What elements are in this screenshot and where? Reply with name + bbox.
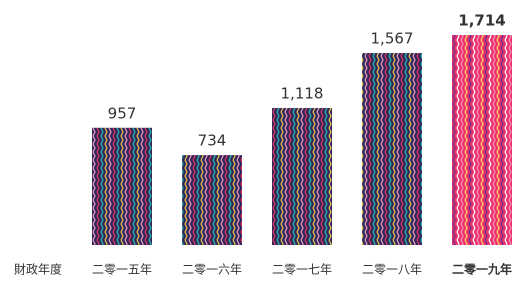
value-label: 1,118	[281, 85, 324, 103]
x-axis-label: 財政年度	[14, 262, 62, 277]
x-tick-label: 二零一七年	[272, 263, 332, 277]
x-tick-label: 二零一五年	[92, 263, 152, 277]
bar	[92, 128, 152, 245]
chart: 財政年度 957 二零一五年 734 二零一六年 1,118 二零一七年 1,567 二零一八…	[0, 0, 513, 281]
value-label: 1,567	[371, 30, 414, 48]
value-label: 957	[108, 104, 137, 122]
x-tick-label: 二零一八年	[362, 263, 422, 277]
x-tick-label: 二零一六年	[182, 263, 242, 277]
page: 財政年度 957 二零一五年 734 二零一六年 1,118 二零一七年 1,567 二零一八…	[0, 0, 513, 281]
bar	[362, 53, 422, 245]
bar	[182, 155, 242, 245]
bar	[272, 108, 332, 245]
x-tick-label: 二零一九年	[452, 262, 512, 277]
bar	[452, 35, 512, 245]
value-label: 734	[198, 132, 227, 150]
value-label: 1,714	[458, 12, 505, 30]
